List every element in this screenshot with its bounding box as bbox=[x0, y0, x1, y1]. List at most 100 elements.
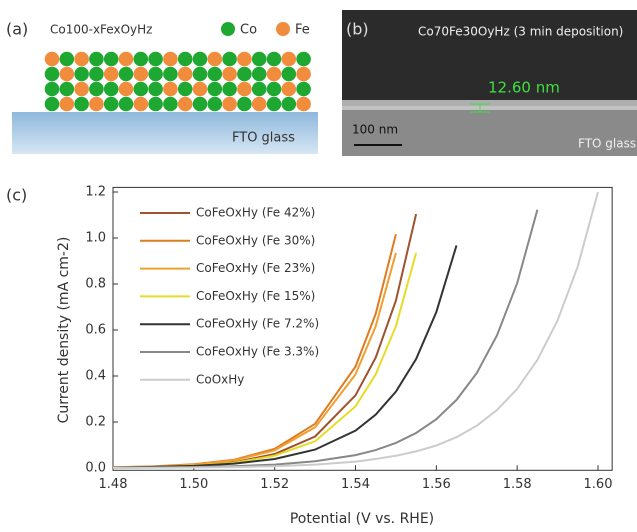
substrate-label: FTO glass bbox=[232, 131, 295, 146]
legend-label: CoFeOxHy (Fe 3.3%) bbox=[196, 345, 319, 359]
atom bbox=[60, 67, 75, 82]
atom bbox=[74, 67, 89, 82]
atom bbox=[208, 52, 223, 67]
y-axis-label: Current density (mA cm-2) bbox=[56, 237, 72, 424]
atom bbox=[119, 82, 134, 97]
atom bbox=[222, 97, 237, 112]
legend-label: CoFeOxHy (Fe 30%) bbox=[196, 233, 315, 247]
atom bbox=[252, 97, 267, 112]
atom bbox=[45, 52, 60, 67]
atom bbox=[89, 97, 104, 112]
film bbox=[45, 52, 311, 112]
panel-label: (b) bbox=[346, 20, 369, 39]
legend-label: Fe bbox=[295, 23, 310, 38]
atom bbox=[193, 67, 208, 82]
legend-label: CoFeOxHy (Fe 15%) bbox=[196, 289, 315, 303]
series-line bbox=[113, 192, 598, 468]
atom bbox=[104, 67, 119, 82]
atom bbox=[282, 52, 297, 67]
atom bbox=[222, 67, 237, 82]
atom bbox=[119, 97, 134, 112]
atom bbox=[237, 82, 252, 97]
atom bbox=[252, 67, 267, 82]
atom bbox=[178, 52, 193, 67]
atom bbox=[134, 52, 149, 67]
atom bbox=[119, 67, 134, 82]
atom bbox=[89, 82, 104, 97]
atom bbox=[89, 52, 104, 67]
x-tick-label: 1.60 bbox=[584, 477, 613, 492]
legend-label: CoFeOxHy (Fe 42%) bbox=[196, 206, 315, 220]
y-tick-label: 1.2 bbox=[85, 185, 106, 200]
atom bbox=[74, 82, 89, 97]
atom bbox=[252, 52, 267, 67]
scale-label: 100 nm bbox=[352, 123, 398, 137]
atom bbox=[148, 52, 163, 67]
substrate-label: FTO glass bbox=[578, 137, 636, 151]
thickness-label: 12.60 nm bbox=[488, 79, 560, 97]
atom bbox=[45, 97, 60, 112]
y-tick-label: 0.4 bbox=[85, 369, 106, 384]
atom bbox=[178, 67, 193, 82]
atom bbox=[282, 97, 297, 112]
atom bbox=[208, 67, 223, 82]
atom bbox=[134, 97, 149, 112]
plot-frame bbox=[113, 187, 612, 470]
legend-dot bbox=[276, 22, 290, 36]
atom bbox=[267, 82, 282, 97]
atom bbox=[237, 97, 252, 112]
x-tick-label: 1.58 bbox=[503, 477, 532, 492]
x-tick-label: 1.56 bbox=[422, 477, 451, 492]
atom bbox=[296, 82, 311, 97]
atom bbox=[193, 52, 208, 67]
atom bbox=[163, 97, 178, 112]
atom bbox=[296, 97, 311, 112]
atom bbox=[45, 82, 60, 97]
legend-dot bbox=[221, 22, 235, 36]
x-tick-label: 1.50 bbox=[179, 477, 208, 492]
atom bbox=[267, 52, 282, 67]
series-line bbox=[113, 253, 396, 467]
atom bbox=[60, 97, 75, 112]
x-tick-label: 1.48 bbox=[99, 477, 128, 492]
atom bbox=[282, 82, 297, 97]
atom bbox=[237, 67, 252, 82]
series-line bbox=[113, 210, 537, 468]
atom bbox=[193, 82, 208, 97]
atom bbox=[60, 82, 75, 97]
legend-label: CoFeOxHy (Fe 23%) bbox=[196, 261, 315, 275]
atom bbox=[74, 52, 89, 67]
legend-label: CoOxHy bbox=[196, 372, 244, 386]
y-tick-label: 0.2 bbox=[85, 415, 106, 430]
atom bbox=[222, 52, 237, 67]
atom bbox=[193, 97, 208, 112]
atom bbox=[74, 97, 89, 112]
x-axis-label: Potential (V vs. RHE) bbox=[290, 511, 434, 527]
atom bbox=[45, 67, 60, 82]
formula: Co100-xFexOyHz bbox=[50, 23, 152, 37]
atom bbox=[178, 97, 193, 112]
panel-label: (a) bbox=[6, 20, 28, 39]
atom bbox=[296, 52, 311, 67]
y-tick-label: 0.0 bbox=[85, 461, 106, 476]
atom bbox=[296, 67, 311, 82]
caption: Co70Fe30OyHz (3 min deposition) bbox=[418, 25, 623, 39]
x-tick-label: 1.52 bbox=[260, 477, 289, 492]
atom bbox=[163, 52, 178, 67]
atom bbox=[267, 97, 282, 112]
atom bbox=[282, 67, 297, 82]
atom bbox=[252, 82, 267, 97]
atom bbox=[208, 97, 223, 112]
atom bbox=[60, 52, 75, 67]
atom bbox=[163, 82, 178, 97]
sem-film bbox=[342, 100, 637, 110]
atom bbox=[267, 67, 282, 82]
atom bbox=[119, 52, 134, 67]
atom bbox=[178, 82, 193, 97]
atom bbox=[89, 67, 104, 82]
atom bbox=[237, 52, 252, 67]
atom bbox=[134, 82, 149, 97]
atom bbox=[104, 82, 119, 97]
panel-label: (c) bbox=[6, 186, 27, 205]
